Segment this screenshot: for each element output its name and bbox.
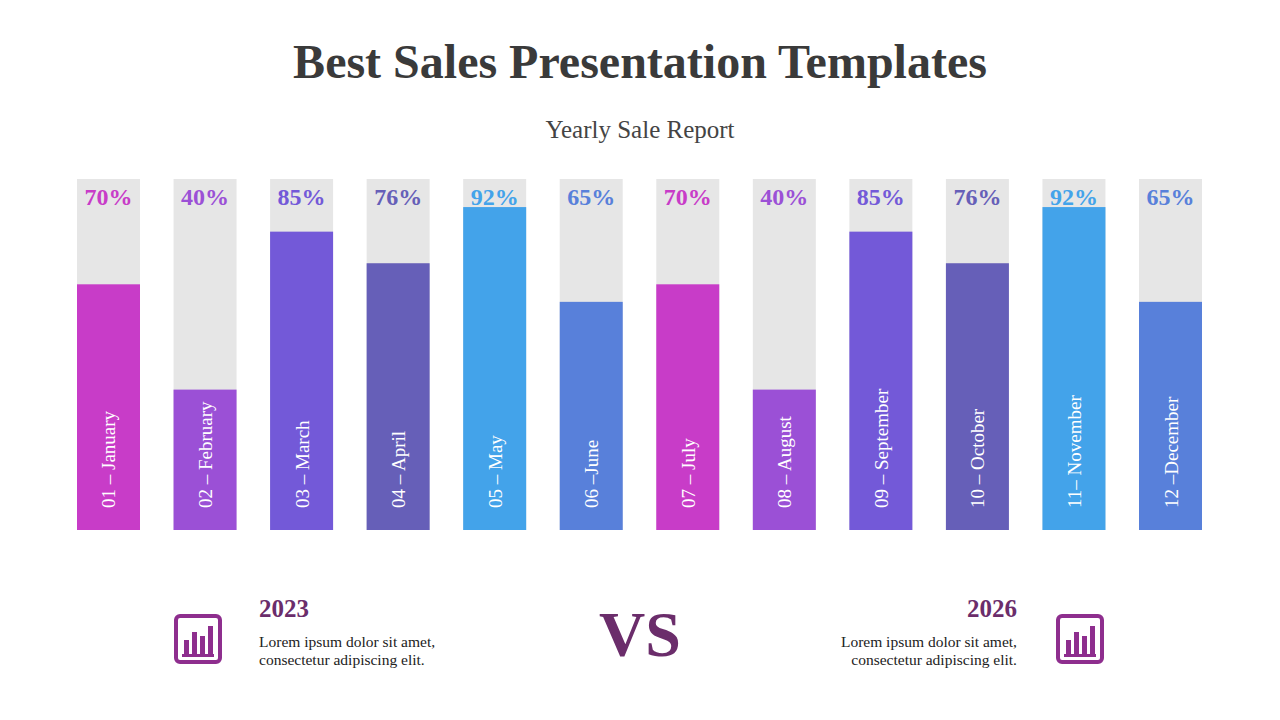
vs: VS [599, 599, 681, 670]
bar [463, 207, 526, 530]
chart-icon [176, 616, 220, 662]
data-label: 70% [664, 184, 712, 210]
bar [946, 263, 1009, 530]
data-label: 76% [953, 184, 1001, 210]
bar [270, 232, 333, 530]
tracks [77, 179, 1202, 530]
description: Lorem ipsum dolor sit amet, [841, 633, 1017, 650]
bar [656, 284, 719, 530]
data-label: 85% [278, 184, 326, 210]
icon-bar [208, 626, 213, 654]
category-label: 04 – April [388, 431, 409, 508]
category-label: 07 – July [678, 438, 699, 508]
icon-bar [192, 632, 197, 654]
category-label: 05 – May [485, 435, 506, 508]
track [1042, 179, 1105, 530]
data-label: 65% [1147, 184, 1195, 210]
category-label: 09 – September [871, 388, 892, 508]
bars [77, 207, 1202, 530]
data-label: 40% [760, 184, 808, 210]
track [367, 179, 430, 530]
track [753, 179, 816, 530]
bar [1139, 302, 1202, 530]
bar [77, 284, 140, 530]
data-labels: 70% 40% 85% 76% 92% 65% 70% 40% 85% 76% 92% 65% [84, 184, 1194, 210]
icon-base [1064, 654, 1096, 657]
category-label: 03 – March [292, 420, 313, 508]
description: Lorem ipsum dolor sit amet, [259, 633, 435, 650]
description: consectetur adipiscing elit. [851, 651, 1017, 668]
bar [849, 232, 912, 530]
track [463, 179, 526, 530]
year: 2026 [967, 595, 1017, 622]
track [560, 179, 623, 530]
data-label: 92% [471, 184, 519, 210]
bar [560, 302, 623, 530]
category-label: 11– November [1064, 395, 1085, 508]
category-label: 10 – October [967, 408, 988, 508]
icon-frame [176, 616, 220, 662]
bar [174, 390, 237, 530]
data-label: 65% [567, 184, 615, 210]
track [946, 179, 1009, 530]
category-label: 01 – January [98, 410, 119, 508]
description: consectetur adipiscing elit. [259, 651, 425, 668]
icon-bar [1066, 640, 1071, 654]
data-label: 76% [374, 184, 422, 210]
bar [1042, 207, 1105, 530]
year: 2023 [259, 595, 309, 622]
chart-icon [1058, 616, 1102, 662]
icon-bar [1074, 632, 1079, 654]
track [656, 179, 719, 530]
track [270, 179, 333, 530]
chart-root: Best Sales Presentation Templates Yearly … [0, 0, 1280, 720]
bar [367, 263, 430, 530]
data-label: 92% [1050, 184, 1098, 210]
track [1139, 179, 1202, 530]
track [77, 179, 140, 530]
subtitle: Yearly Sale Report [545, 116, 734, 143]
data-label: 85% [857, 184, 905, 210]
icon-bar [200, 636, 205, 654]
category-label: 12 –December [1161, 396, 1182, 508]
icon-bar [184, 640, 189, 654]
data-label: 40% [181, 184, 229, 210]
icon-bar [1090, 626, 1095, 654]
icon-bar [1082, 636, 1087, 654]
category-label: 02 – February [195, 401, 216, 508]
category-labels: 01 – January 02 – February 03 – March 04 – … [98, 388, 1181, 508]
title: Best Sales Presentation Templates [293, 35, 987, 88]
icon-frame [1058, 616, 1102, 662]
category-label: 06 –June [581, 440, 602, 508]
track [174, 179, 237, 530]
icon-base [182, 654, 214, 657]
track [849, 179, 912, 530]
bar [753, 390, 816, 530]
data-label: 70% [84, 184, 132, 210]
category-label: 08 – August [774, 415, 795, 508]
